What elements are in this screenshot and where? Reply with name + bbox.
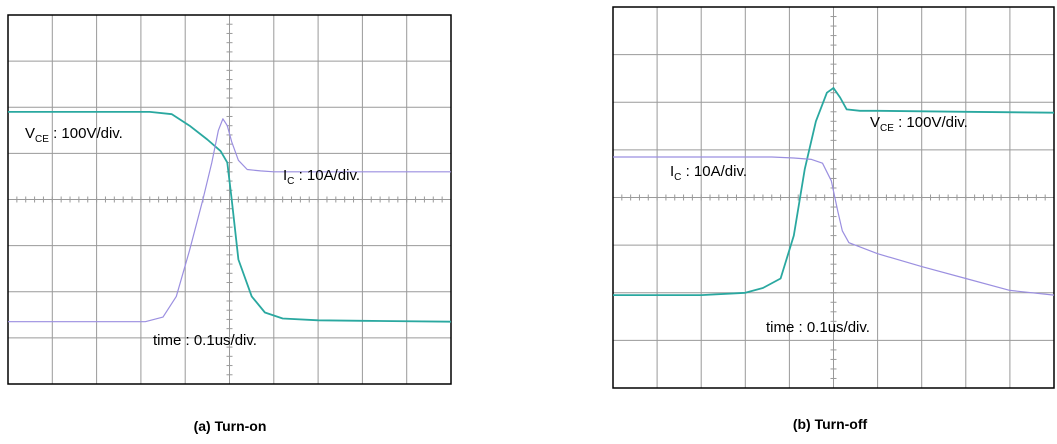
ic-scale-label-symbol: I <box>670 163 674 180</box>
ic-scale-label-subscript: C <box>287 176 294 187</box>
ic-scale-label: IC : 10A/div. <box>670 163 747 183</box>
vce-scale-label: VCE : 100V/div. <box>25 125 123 145</box>
scope-panel-turn-on: VCE : 100V/div. IC : 10A/div. time : 0.1us… <box>7 14 453 386</box>
scope-panel-turn-off: VCE : 100V/div. IC : 10A/div. time : 0.1us… <box>612 6 1057 392</box>
trace-ic <box>8 118 451 323</box>
caption-turn-on: (a) Turn-on <box>193 418 267 434</box>
time-scale-label: time : 0.1us/div. <box>153 332 257 349</box>
trace-vce <box>8 111 452 323</box>
graticule-center-axes <box>8 15 451 384</box>
vce-scale-label-subscript: CE <box>35 134 49 145</box>
ic-scale-label: IC : 10A/div. <box>283 167 360 187</box>
time-scale-label: time : 0.1us/div. <box>766 319 870 336</box>
vce-scale-label-scale: : 100V/div. <box>49 125 123 142</box>
vce-scale-label-symbol: V <box>870 114 880 131</box>
scope-plot-turn-on: VCE : 100V/div. IC : 10A/div. time : 0.1us… <box>7 14 452 385</box>
scope-frame <box>7 14 452 385</box>
ic-scale-label-symbol: I <box>283 167 287 184</box>
vce-scale-label: VCE : 100V/div. <box>870 114 968 134</box>
scope-frame <box>612 6 1055 389</box>
caption-turn-off: (b) Turn-off <box>792 416 868 432</box>
trace-ic <box>613 156 1055 296</box>
vce-scale-label-symbol: V <box>25 125 35 142</box>
graticule-center-axes <box>613 7 1054 388</box>
ic-scale-label-scale: : 10A/div. <box>681 163 747 180</box>
scope-plot-turn-off: VCE : 100V/div. IC : 10A/div. time : 0.1us… <box>612 6 1055 389</box>
ic-scale-label-scale: : 10A/div. <box>294 167 360 184</box>
vce-scale-label-scale: : 100V/div. <box>894 114 968 131</box>
vce-scale-label-subscript: CE <box>880 123 894 134</box>
ic-scale-label-subscript: C <box>674 172 681 183</box>
trace-vce <box>613 87 1055 297</box>
